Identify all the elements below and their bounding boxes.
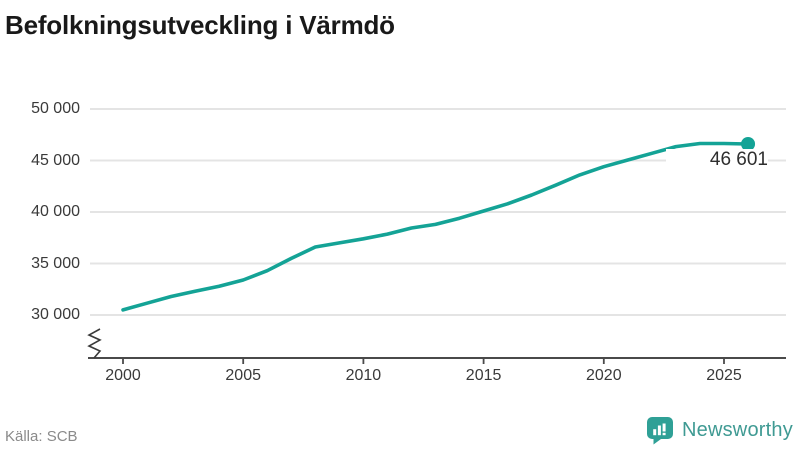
x-axis-tick-label: 2000 (105, 367, 141, 384)
y-axis-tick-label: 30 000 (31, 306, 80, 323)
logo-exclamation-bar (662, 423, 666, 432)
end-value-label: 46 601 (666, 149, 768, 171)
x-axis-tick-label: 2025 (706, 367, 742, 384)
logo-bar-small (653, 429, 657, 436)
x-axis-tick-label: 2010 (345, 367, 382, 384)
y-axis-tick-label: 45 000 (31, 151, 80, 169)
newsworthy-chart-bubble-icon (647, 417, 673, 445)
axis-break-icon (87, 328, 102, 359)
logo-exclamation-dot (662, 432, 666, 436)
newsworthy-logo-text: Newsworthy (682, 419, 793, 441)
y-axis-tick-label: 50 000 (31, 100, 80, 117)
x-axis-tick-label: 2005 (225, 367, 261, 384)
logo-bar-tall (657, 425, 661, 436)
y-axis-tick-label: 40 000 (31, 203, 80, 220)
population-line (121, 141, 750, 312)
source-label: Källa: SCB (5, 428, 78, 445)
x-axis-tick-label: 2015 (465, 367, 502, 384)
chart-title: Befolkningsutveckling i Värmdö (5, 10, 395, 40)
y-axis-tick-label: 35 000 (31, 254, 80, 272)
x-axis-tick-label: 2020 (586, 367, 622, 384)
latest-point-marker (741, 137, 756, 152)
newsworthy-logo: Newsworthy (646, 416, 793, 445)
